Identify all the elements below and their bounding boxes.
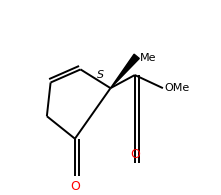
Polygon shape [110,54,139,88]
Text: Me: Me [139,53,156,63]
Text: O: O [70,180,80,193]
Text: OMe: OMe [165,83,190,93]
Text: S: S [97,70,104,80]
Text: O: O [130,148,140,161]
